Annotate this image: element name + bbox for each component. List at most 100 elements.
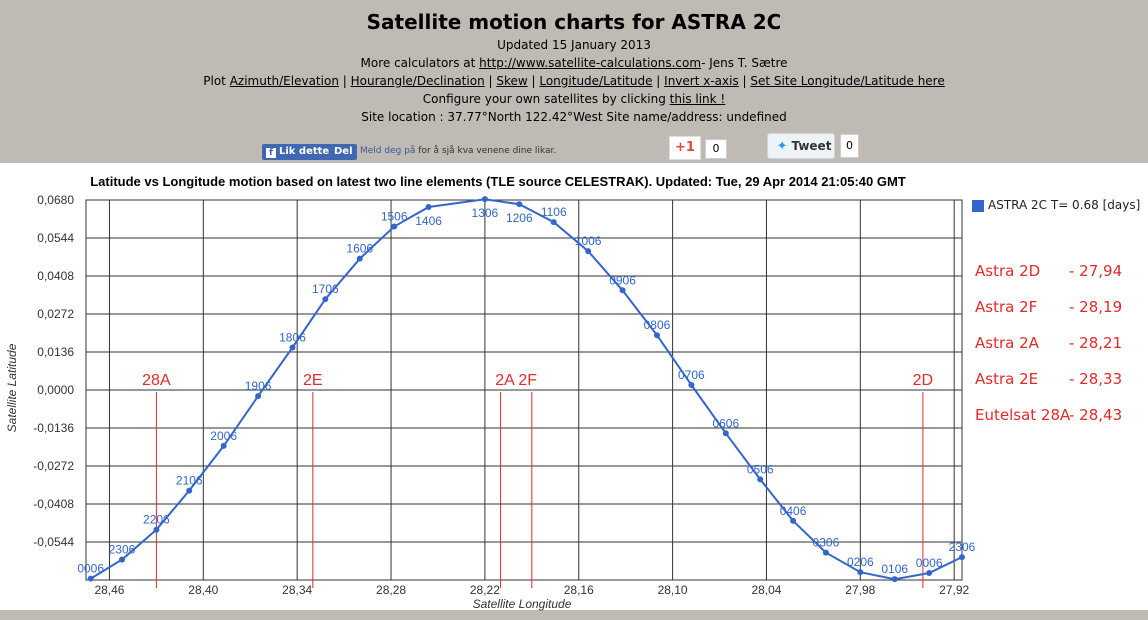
data-point	[391, 223, 398, 230]
plot-links-line: Plot Azimuth/Elevation | Hourangle/Decli…	[203, 74, 945, 88]
y-axis-label: Satellite Latitude	[5, 343, 19, 432]
data-label: 0206	[847, 555, 874, 569]
satellite-marker-label: 2D	[913, 372, 933, 389]
satellite-value: - 28,19	[1069, 298, 1123, 316]
data-point	[516, 201, 523, 208]
data-label: 1506	[381, 210, 408, 224]
data-label: 2006	[210, 429, 237, 443]
satellite-marker-label: 28A	[142, 372, 171, 389]
link-azimuth-elevation[interactable]: Azimuth/Elevation	[229, 74, 339, 88]
data-point	[220, 442, 227, 449]
data-point	[153, 526, 160, 533]
legend-label: ASTRA 2C T= 0.68 [days]	[988, 198, 1141, 212]
facebook-signup-text: Meld deg på for å sjå kva venene dine li…	[360, 146, 556, 156]
data-label: 0506	[747, 462, 774, 476]
data-label: 0106	[881, 562, 908, 576]
chart-title: Latitude vs Longitude motion based on la…	[90, 174, 906, 189]
more-calculators-line: More calculators at http://www.satellite…	[0, 56, 1148, 70]
data-point	[255, 393, 262, 400]
more-prefix: More calculators at	[360, 56, 480, 70]
data-label: 2306	[949, 540, 976, 554]
link-set-site[interactable]: Set Site Longitude/Latitude here	[750, 74, 945, 88]
data-point	[87, 575, 94, 582]
data-label: 1806	[279, 331, 306, 345]
link-longitude-latitude[interactable]: Longitude/Latitude	[539, 74, 653, 88]
tweet-button[interactable]: ✦ Tweet	[767, 133, 835, 159]
data-point	[722, 430, 729, 437]
satellite-name: Astra 2E	[975, 370, 1039, 388]
data-label: 0606	[712, 416, 739, 430]
data-label: 0006	[77, 562, 104, 576]
configure-link[interactable]: this link !	[669, 92, 726, 106]
y-tick-label: 0,0544	[37, 231, 74, 245]
link-skew[interactable]: Skew	[496, 74, 528, 88]
data-point	[118, 556, 125, 563]
data-label: 2306	[109, 543, 136, 557]
configure-text: Configure your own satellites by clickin…	[422, 92, 670, 106]
chart-series: 0006 2306 2206 2106 2006 1906 1806 1706 1606 1506…	[77, 196, 976, 583]
facebook-like-button[interactable]: f Lik dette	[262, 144, 335, 160]
page-title: Satellite motion charts for ASTRA 2C	[366, 10, 782, 34]
data-point	[891, 576, 898, 583]
facebook-signup-rest: for å sjå kva venene dine likar.	[415, 146, 557, 156]
data-point	[289, 344, 296, 351]
data-point	[857, 569, 864, 576]
satellite-value: - 28,21	[1069, 334, 1123, 352]
data-point	[425, 203, 432, 210]
x-tick-label: 28,28	[376, 583, 406, 597]
configure-line: Configure your own satellites by clickin…	[0, 92, 1148, 106]
satellite-name: Astra 2D	[975, 262, 1041, 280]
data-point	[757, 476, 764, 483]
satellite-value: - 28,43	[1069, 406, 1123, 424]
data-label: 0706	[678, 368, 705, 382]
x-tick-label: 28,34	[282, 583, 312, 597]
x-tick-label: 27,98	[845, 583, 875, 597]
data-point	[688, 381, 695, 388]
x-axis-label: Satellite Longitude	[473, 597, 572, 611]
data-point	[186, 487, 193, 494]
satellite-value: - 27,94	[1069, 262, 1123, 280]
series-line	[90, 198, 963, 581]
data-label: 0306	[813, 536, 840, 550]
data-point	[653, 332, 660, 339]
site-location: Site location : 37.77°North 122.42°West …	[361, 110, 787, 124]
data-point	[322, 296, 329, 303]
x-tick-label: 28,16	[564, 583, 594, 597]
satellite-name: Eutelsat 28A	[975, 406, 1071, 424]
page-header: Satellite motion charts for ASTRA 2C Upd…	[0, 0, 1148, 163]
data-label: 1306	[472, 206, 499, 220]
data-label: 0406	[780, 504, 807, 518]
satellite-name: Astra 2A	[975, 334, 1039, 352]
site-link[interactable]: http://www.satellite-calculations.com	[479, 56, 702, 70]
satellite-name: Astra 2F	[975, 298, 1038, 316]
data-label: 1406	[415, 214, 442, 228]
link-hourangle-declination[interactable]: Hourangle/Declination	[350, 74, 485, 88]
y-tick-label: 0,0000	[37, 383, 74, 397]
facebook-like-label: Lik dette	[279, 146, 330, 157]
chart-ticks: 0,0680 0,0544 0,0408 0,0272 0,0136 0,0000 -0,0…	[33, 193, 969, 597]
data-label: 1606	[346, 242, 373, 256]
data-label: 0006	[916, 556, 943, 570]
author-text: - Jens T. Sætre	[701, 56, 788, 70]
updated-text: Updated 15 January 2013	[497, 38, 651, 52]
link-invert-x-axis[interactable]: Invert x-axis	[664, 74, 739, 88]
facebook-signup-link[interactable]: Meld deg på	[360, 146, 416, 156]
satellite-marker-label: 2A 2F	[495, 372, 537, 389]
data-label: 1706	[312, 282, 339, 296]
satellite-entry: Astra 2A - 28,21	[975, 334, 1122, 352]
y-tick-label: -0,0272	[33, 459, 74, 473]
y-tick-label: -0,0408	[33, 497, 74, 511]
y-tick-label: -0,0544	[33, 535, 74, 549]
data-point	[585, 248, 592, 255]
legend-swatch	[972, 200, 984, 212]
gplus-button[interactable]: +1	[669, 136, 701, 160]
data-label: 0806	[644, 318, 671, 332]
data-point	[619, 287, 626, 294]
facebook-share-button[interactable]: Del	[330, 144, 357, 160]
data-label: 1106	[541, 205, 567, 219]
x-tick-label: 28,22	[470, 583, 500, 597]
x-tick-label: 28,10	[658, 583, 688, 597]
satellite-entry: Eutelsat 28A - 28,43	[975, 406, 1122, 424]
bottom-strip	[0, 610, 1148, 620]
